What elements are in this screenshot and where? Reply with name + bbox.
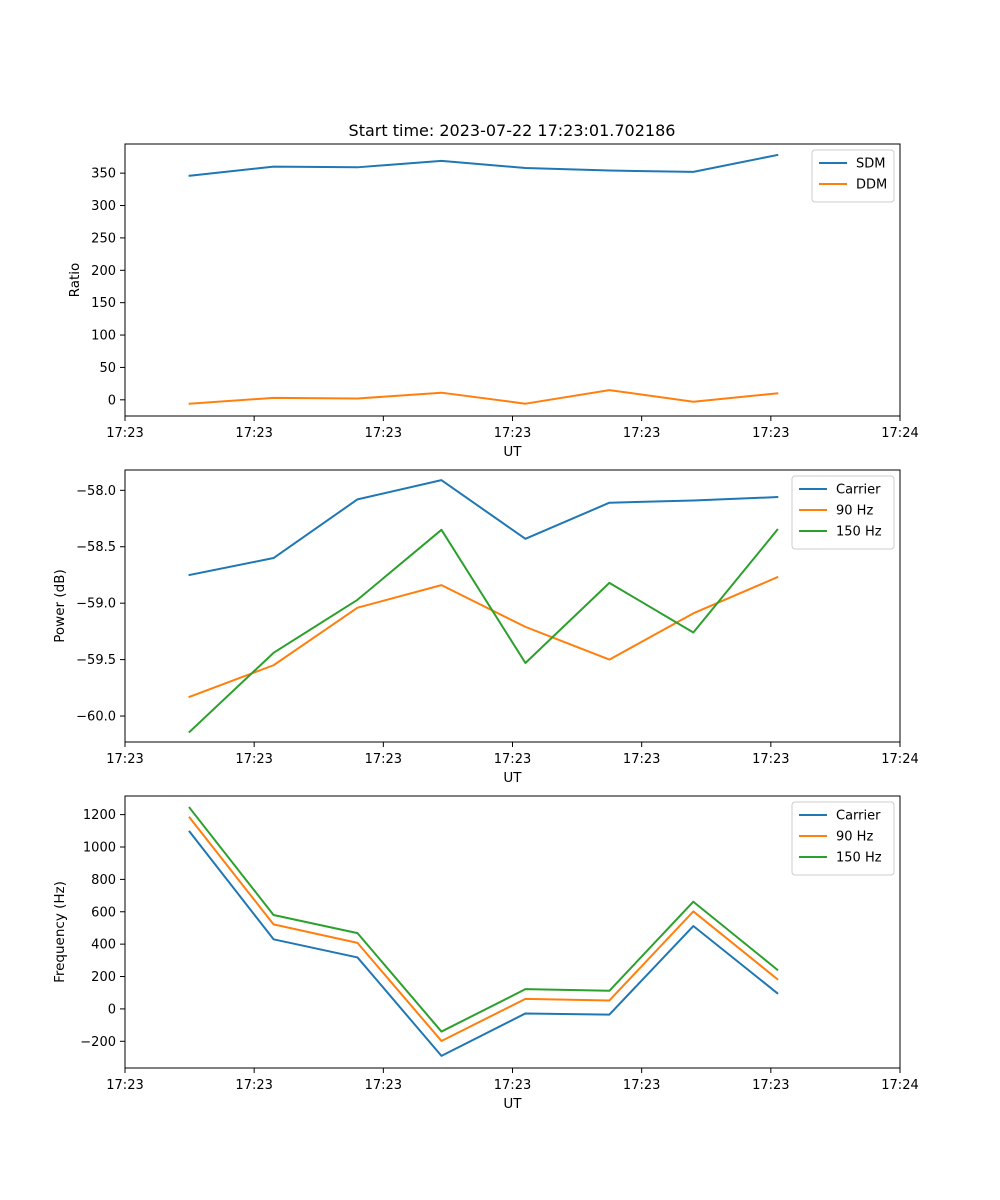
frequency-y-tick-label: −200 (80, 1035, 116, 1050)
power-series-carrier-line (188, 479, 779, 577)
ratio-x-tick-label: 17:23 (235, 426, 272, 441)
legend-label-carrier: Carrier (836, 809, 881, 824)
ratio-y-tick-label: 50 (99, 361, 116, 376)
legend-label-sdm: SDM (856, 157, 885, 172)
legend-label-150-hz: 150 Hz (836, 851, 882, 866)
ratio-y-tick-label: 350 (91, 167, 116, 182)
power-plot-area (125, 470, 900, 742)
power-x-tick-label: 17:23 (365, 752, 402, 767)
power-y-tick-label: −58.0 (76, 484, 116, 499)
frequency-y-tick-label: 600 (91, 905, 116, 920)
power-x-tick-label: 17:23 (752, 752, 789, 767)
frequency-y-tick-label: 1000 (83, 841, 116, 856)
frequency-x-axis-label: UT (503, 1096, 522, 1112)
power-legend: Carrier 90 Hz 150 Hz (791, 475, 895, 550)
legend-label-90-hz: 90 Hz (836, 830, 873, 845)
frequency-legend: Carrier 90 Hz 150 Hz (791, 801, 895, 876)
ratio-series-ddm-line (188, 389, 779, 405)
power-y-tick-label: −59.5 (76, 653, 116, 668)
power-x-tick-label: 17:23 (106, 752, 143, 767)
power-series-150-hz-line (188, 528, 779, 734)
frequency-x-tick-label: 17:23 (106, 1078, 143, 1093)
frequency-panel: 17:23 17:23 17:23 17:23 17:23 17:23 17:24 −200 0… (52, 795, 919, 1112)
frequency-series-150-hz-line (188, 806, 779, 1033)
power-y-tick-label: −60.0 (76, 710, 116, 725)
power-y-tick-label: −59.0 (76, 597, 116, 612)
ratio-panel: 17:23 17:23 17:23 17:23 17:23 17:23 17:24 0 50 10… (67, 143, 919, 460)
power-y-axis-label: Power (dB) (52, 569, 68, 642)
ratio-y-tick-label: 200 (91, 264, 116, 279)
power-x-tick-label: 17:23 (494, 752, 531, 767)
ratio-x-tick-label: 17:23 (106, 426, 143, 441)
frequency-plot-area (125, 796, 900, 1068)
ratio-x-tick-label: 17:23 (623, 426, 660, 441)
frequency-x-tick-label: 17:23 (365, 1078, 402, 1093)
frequency-y-tick-label: 800 (91, 873, 116, 888)
ratio-x-tick-label: 17:24 (881, 426, 918, 441)
ratio-legend: SDM DDM (811, 149, 895, 203)
ratio-y-tick-label: 250 (91, 231, 116, 246)
frequency-x-tick-label: 17:23 (235, 1078, 272, 1093)
ratio-y-axis-label: Ratio (67, 263, 83, 298)
frequency-x-tick-label: 17:24 (881, 1078, 918, 1093)
ratio-y-tick-label: 300 (91, 199, 116, 214)
legend-label-150-hz: 150 Hz (836, 525, 882, 540)
power-x-tick-label: 17:23 (235, 752, 272, 767)
ratio-x-tick-label: 17:23 (365, 426, 402, 441)
frequency-x-tick-label: 17:23 (752, 1078, 789, 1093)
frequency-y-axis-label: Frequency (Hz) (52, 881, 68, 983)
ratio-plot-area (125, 144, 900, 416)
ratio-x-axis-label: UT (503, 444, 522, 460)
ratio-y-tick-label: 150 (91, 296, 116, 311)
frequency-x-tick-label: 17:23 (494, 1078, 531, 1093)
ratio-x-tick-label: 17:23 (494, 426, 531, 441)
power-series-90-hz-line (188, 575, 779, 699)
frequency-x-tick-label: 17:23 (623, 1078, 660, 1093)
power-x-axis-label: UT (503, 770, 522, 786)
frequency-y-tick-label: 0 (108, 1002, 116, 1017)
legend-label-carrier: Carrier (836, 483, 881, 498)
power-x-tick-label: 17:24 (881, 752, 918, 767)
figure-title: Start time: 2023-07-22 17:23:01.702186 (349, 121, 676, 140)
frequency-series-90-hz-line (188, 816, 779, 1042)
power-y-tick-label: −58.5 (76, 540, 116, 555)
power-x-tick-label: 17:23 (623, 752, 660, 767)
power-panel: 17:23 17:23 17:23 17:23 17:23 17:23 17:24 −60.0… (52, 469, 919, 786)
ratio-x-tick-label: 17:23 (752, 426, 789, 441)
legend-label-90-hz: 90 Hz (836, 504, 873, 519)
legend-label-ddm: DDM (856, 178, 887, 193)
ratio-y-tick-label: 100 (91, 329, 116, 344)
frequency-series-carrier-line (188, 830, 779, 1057)
frequency-y-tick-label: 200 (91, 970, 116, 985)
frequency-y-tick-label: 1200 (83, 808, 116, 823)
ratio-series-sdm-line (188, 153, 779, 177)
ratio-y-tick-label: 0 (108, 393, 116, 408)
frequency-y-tick-label: 400 (91, 938, 116, 953)
